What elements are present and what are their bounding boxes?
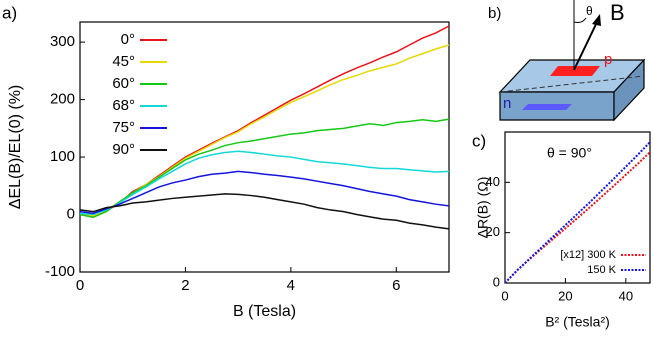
y-tick-label: 20 — [486, 224, 500, 239]
legend-label: 150 K — [587, 264, 616, 276]
box-side — [613, 58, 645, 122]
annotation: θ = 90° — [547, 145, 592, 161]
x-tick-label: 0 — [501, 288, 508, 303]
y-tick-label: 100 — [50, 148, 75, 165]
y-axis-label: ΔEL(B)/EL(0) (%) — [7, 85, 24, 209]
x-tick-label: 20 — [558, 288, 572, 303]
y-tick-label: 0 — [67, 205, 75, 222]
panel-label: b) — [488, 5, 501, 22]
series-line — [79, 118, 450, 219]
x-tick-label: 6 — [392, 277, 400, 294]
series-line — [79, 193, 450, 230]
device-diagram: b) θ B p n — [488, 0, 646, 122]
panel-label: a) — [2, 3, 17, 22]
series-line — [79, 170, 450, 215]
legend-label: 0° — [121, 31, 135, 48]
field-arrow — [573, 19, 599, 71]
y-tick-label: 300 — [50, 33, 75, 50]
x-axis-label: B² (Tesla²) — [545, 314, 610, 330]
legend-label: 90° — [112, 141, 135, 158]
arrow-head — [592, 14, 601, 26]
legend-label: 60° — [112, 75, 135, 92]
angle-label: θ — [586, 4, 593, 18]
plot-frame — [79, 21, 450, 273]
field-label: B — [610, 0, 625, 25]
x-axis-label: B (Tesla) — [233, 303, 296, 320]
legend-label: 45° — [112, 53, 135, 70]
series-line — [79, 25, 450, 218]
panel-label: c) — [472, 131, 486, 150]
n-contact — [522, 104, 572, 110]
y-tick-label: 200 — [50, 91, 75, 108]
plot-frame — [504, 131, 651, 284]
series-line — [79, 150, 450, 216]
p-label: p — [604, 51, 612, 68]
guide — [499, 75, 645, 93]
x-tick-label: 4 — [287, 277, 295, 294]
legend-label: [x12] 300 K — [560, 249, 616, 261]
series-line — [504, 151, 651, 284]
x-tick-label: 0 — [76, 277, 84, 294]
y-tick-label: -100 — [45, 263, 75, 280]
y-tick-label: 0 — [493, 274, 500, 289]
y-tick-label: 40 — [486, 174, 500, 189]
x-tick-label: 40 — [619, 288, 633, 303]
legend-label: 68° — [112, 97, 135, 114]
angle-arc — [573, 17, 587, 23]
n-label: n — [503, 95, 511, 112]
y-axis-label: ΔR(B) (Ω) — [475, 177, 491, 239]
series-line — [504, 141, 651, 284]
legend-label: 75° — [112, 119, 135, 136]
x-tick-label: 2 — [181, 277, 189, 294]
p-contact — [550, 66, 600, 76]
